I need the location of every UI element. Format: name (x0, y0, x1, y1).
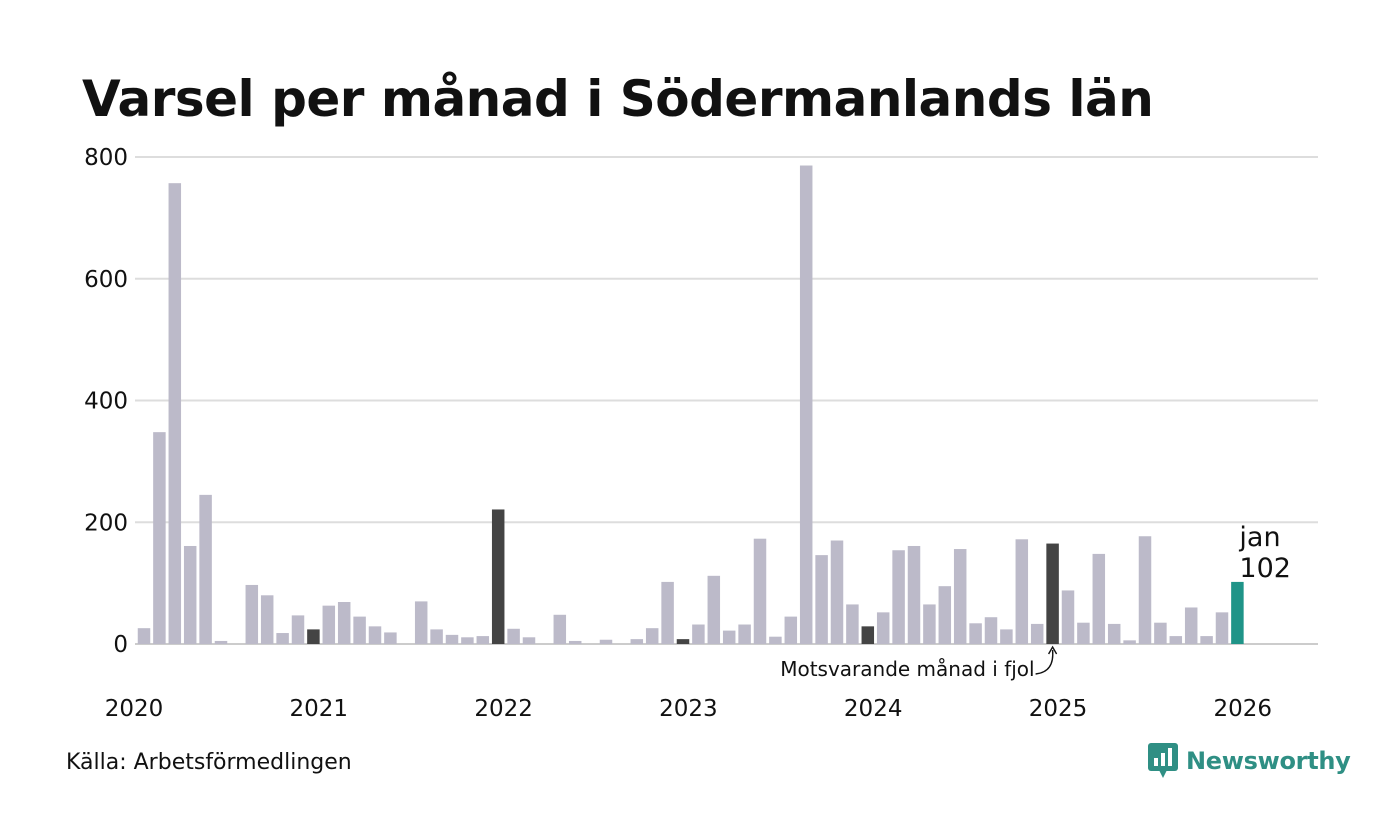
same-month-bar (676, 639, 690, 644)
bar (353, 616, 366, 644)
bar (846, 604, 859, 644)
bar (260, 595, 274, 644)
bar (476, 636, 490, 644)
bar (1138, 536, 1152, 644)
latest-bar (1231, 581, 1244, 644)
bar (445, 634, 459, 644)
y-tick-label: 0 (113, 632, 128, 658)
x-tick-label: 2021 (290, 696, 349, 722)
same-month-bar (1046, 543, 1059, 644)
bar (784, 616, 798, 644)
x-axis-ticks: 2020 2021 2022 2023 2024 2025 2026 (105, 696, 1272, 722)
same-month-bar (861, 626, 875, 644)
x-tick-label: 2022 (474, 696, 533, 722)
bar (599, 639, 613, 644)
source-note: Källa: Arbetsförmedlingen (66, 750, 352, 775)
latest-value-label: 102 (1239, 553, 1291, 584)
y-tick-label: 600 (84, 267, 128, 293)
bar (1169, 636, 1183, 644)
bar (1000, 629, 1013, 644)
bar (291, 615, 305, 644)
x-tick-label: 2026 (1214, 696, 1273, 722)
annotation-arrow (1035, 649, 1054, 675)
bar (384, 632, 397, 644)
bar (322, 605, 336, 644)
bar (738, 624, 751, 644)
bar (199, 494, 212, 644)
bar (984, 617, 998, 644)
bar (876, 612, 890, 644)
bar (214, 640, 228, 644)
y-tick-label: 400 (84, 389, 128, 415)
bar (1184, 607, 1198, 644)
bar (414, 601, 428, 644)
y-tick-label: 800 (84, 145, 128, 171)
bar-chart-speech-icon (1148, 743, 1178, 778)
bar (1154, 622, 1167, 644)
bar (661, 581, 674, 644)
bar (830, 540, 844, 644)
bar (1107, 623, 1121, 644)
bar (707, 575, 721, 644)
brand-logo[interactable]: Newsworthy (1148, 743, 1351, 779)
bar (183, 545, 197, 644)
bar (1030, 623, 1044, 644)
bar (969, 623, 982, 644)
bar (722, 630, 736, 644)
latest-month-label: jan (1238, 522, 1280, 553)
bar (753, 538, 767, 644)
bar (1061, 590, 1075, 644)
bar (938, 586, 952, 644)
bar (1077, 622, 1090, 644)
bar (153, 432, 166, 644)
bar (692, 624, 705, 644)
bar (168, 183, 182, 644)
y-axis-ticks: 0 200 400 600 800 (84, 145, 128, 658)
bar (815, 555, 828, 644)
bar (769, 636, 782, 644)
bar (1215, 612, 1229, 644)
bar (923, 604, 936, 644)
bar (507, 628, 520, 644)
chart-title: Varsel per månad i Södermanlands län (82, 70, 1154, 128)
bar (276, 633, 289, 644)
x-tick-label: 2024 (844, 696, 903, 722)
bar (892, 550, 905, 644)
bar (907, 545, 921, 644)
bar (645, 628, 659, 644)
bar (1200, 636, 1213, 644)
bar (337, 602, 351, 644)
brand-name: Newsworthy (1186, 747, 1351, 775)
annotation-text: Motsvarande månad i fjol (780, 657, 1034, 681)
x-tick-label: 2023 (659, 696, 718, 722)
x-tick-label: 2025 (1029, 696, 1088, 722)
bar (430, 629, 443, 644)
bar (522, 637, 536, 644)
bar (553, 614, 567, 644)
annotation-arrowhead (1047, 645, 1058, 655)
bar (1015, 539, 1029, 644)
bar (461, 637, 474, 644)
bar (245, 584, 259, 644)
same-month-bar (307, 629, 320, 644)
bar (1123, 640, 1136, 644)
bar (630, 639, 644, 644)
bar (368, 626, 382, 644)
bar (568, 640, 582, 644)
x-tick-label: 2020 (105, 696, 164, 722)
y-tick-label: 200 (84, 510, 128, 536)
bar (953, 549, 967, 644)
bar (1092, 553, 1106, 644)
bars (137, 165, 1244, 644)
same-month-bar (491, 509, 505, 644)
bar (799, 165, 813, 644)
bar (137, 628, 151, 644)
